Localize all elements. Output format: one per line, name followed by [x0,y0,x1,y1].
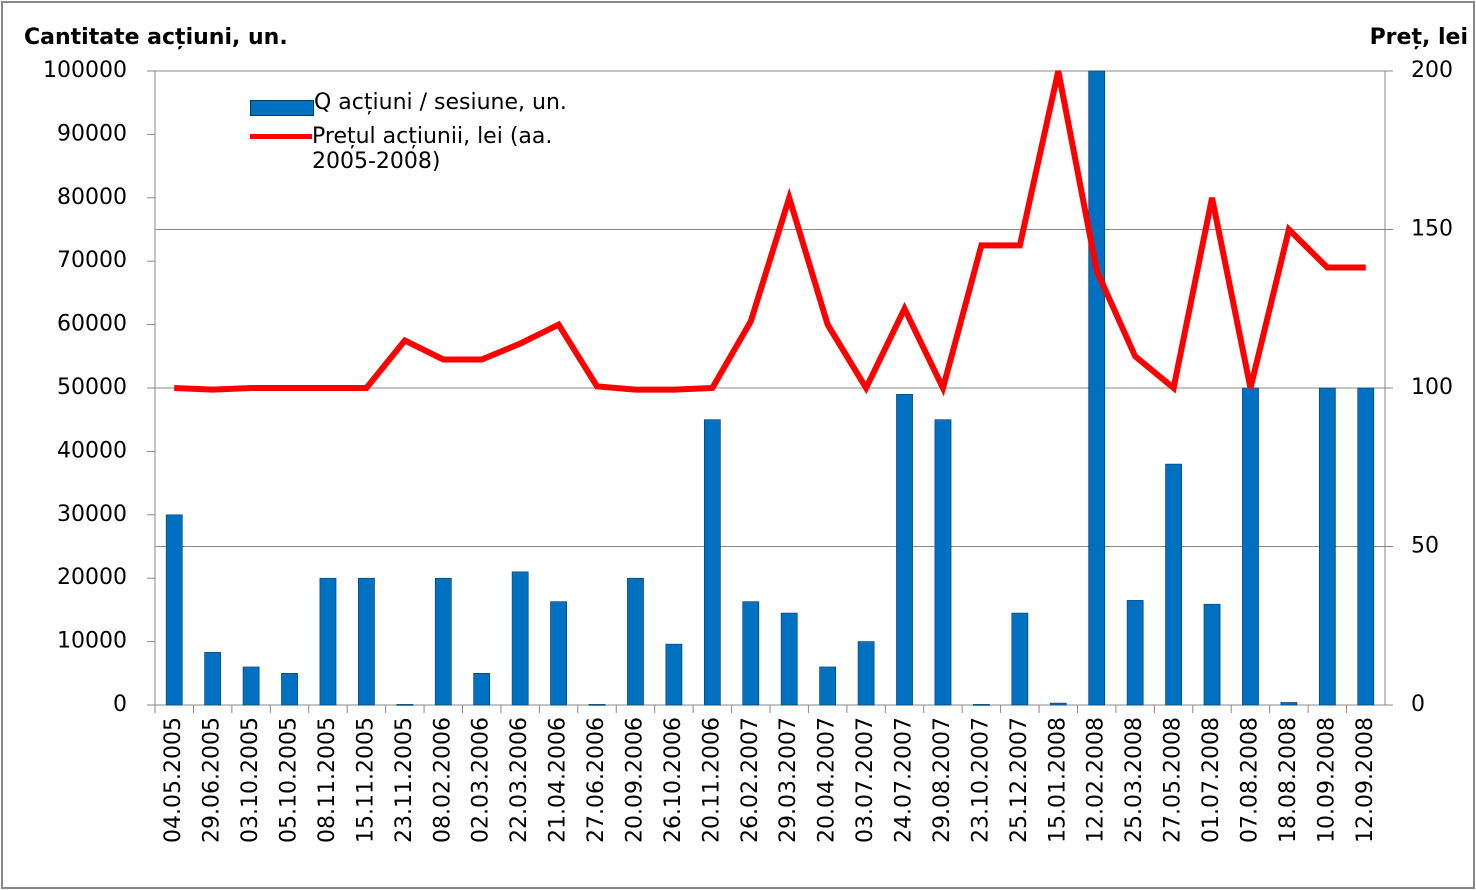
y2-tick-label: 100 [1411,375,1453,400]
x-tick-label: 04.05.2005 [161,717,186,843]
x-tick-label: 27.06.2006 [584,717,609,843]
y2-tick-label: 0 [1411,692,1425,717]
x-tick-label: 24.07.2007 [892,717,917,843]
legend-label: Q acțiuni / sesiune, un. [314,90,567,115]
x-tick-label: 26.10.2006 [661,717,686,843]
bar [1242,387,1259,706]
y2-axis-title: Preț, lei [1370,25,1468,50]
y-tick-label: 10000 [57,629,127,654]
bar [742,601,760,706]
y-tick-label: 40000 [57,438,127,463]
bar [973,704,990,706]
bar [165,514,183,706]
x-tick-label: 29.06.2005 [200,717,225,843]
bar [857,641,875,706]
x-tick-label: 20.11.2006 [699,717,724,843]
y-tick-label: 20000 [57,565,127,590]
y-tick-label: 30000 [57,502,127,527]
x-tick-label: 08.11.2005 [315,717,340,843]
bar [1280,702,1298,706]
legend-swatch [250,100,314,116]
x-tick-label: 22.03.2006 [507,717,532,843]
bar [819,666,837,706]
bar [434,577,452,706]
bar [1011,612,1029,706]
x-tick-label: 03.07.2007 [853,717,878,843]
x-tick-label: 03.10.2005 [238,717,263,843]
bar [934,419,952,706]
y-tick-label: 60000 [57,312,127,337]
x-tick-label: 12.09.2008 [1353,717,1378,843]
y-tick-label: 70000 [57,248,127,273]
y-tick-label: 100000 [43,58,127,83]
bar [703,419,721,706]
x-tick-label: 10.09.2008 [1314,717,1339,843]
bar [204,652,222,706]
bar [1049,702,1067,706]
bar [627,577,644,706]
x-tick-label: 02.03.2006 [469,717,494,843]
x-tick-label: 25.03.2008 [1122,717,1147,843]
y2-tick-label: 50 [1411,534,1439,559]
legend: Q acțiuni / sesiune, un. Prețul acțiunii,… [250,90,570,182]
bar [1126,600,1144,706]
y-tick-label: 90000 [57,121,127,146]
x-tick-label: 15.01.2008 [1045,717,1070,843]
legend-item: Prețul acțiunii, lei (aa. 2005-2008) [250,124,570,174]
bar [319,577,337,706]
y-tick-label: 80000 [57,185,127,210]
x-tick-label: 20.04.2007 [815,717,840,843]
x-tick-label: 08.02.2006 [430,717,455,843]
bar [896,394,913,706]
bar [511,571,529,706]
bar [242,666,260,706]
x-tick-label: 23.11.2005 [392,717,417,843]
x-tick-label: 23.10.2007 [968,717,993,843]
x-tick-label: 25.12.2007 [1007,717,1032,843]
bar [1165,463,1182,706]
legend-swatch [250,134,312,139]
y2-tick-label: 200 [1411,58,1453,83]
x-tick-label: 29.08.2007 [930,717,955,843]
bar [473,672,491,706]
x-tick-label: 01.07.2008 [1199,717,1224,843]
bar [550,601,567,706]
bar [281,672,298,706]
bar [1203,603,1221,706]
bar [358,577,375,706]
x-tick-label: 07.08.2008 [1237,717,1262,843]
y-tick-label: 50000 [57,375,127,400]
bar [1357,387,1375,706]
x-tick-label: 05.10.2005 [277,717,302,843]
y2-tick-label: 150 [1411,217,1453,242]
legend-label: Prețul acțiunii, lei (aa. 2005-2008) [312,124,553,174]
legend-item: Q acțiuni / sesiune, un. [250,90,570,116]
bar [588,704,606,706]
x-tick-label: 15.11.2005 [353,717,378,843]
bar [780,612,798,706]
x-tick-label: 20.09.2006 [622,717,647,843]
x-tick-label: 21.04.2006 [546,717,571,843]
y-tick-label: 0 [113,692,127,717]
bar [665,643,683,706]
x-tick-label: 18.08.2008 [1276,717,1301,843]
y-axis-title: Cantitate acțiuni, un. [24,25,288,50]
line [174,70,1366,397]
bar [1088,70,1106,706]
x-tick-label: 27.05.2008 [1161,717,1186,843]
bar [1318,387,1336,706]
bar [396,704,414,706]
x-tick-label: 12.02.2008 [1084,717,1109,843]
x-tick-label: 29.03.2007 [776,717,801,843]
x-tick-label: 26.02.2007 [738,717,763,843]
